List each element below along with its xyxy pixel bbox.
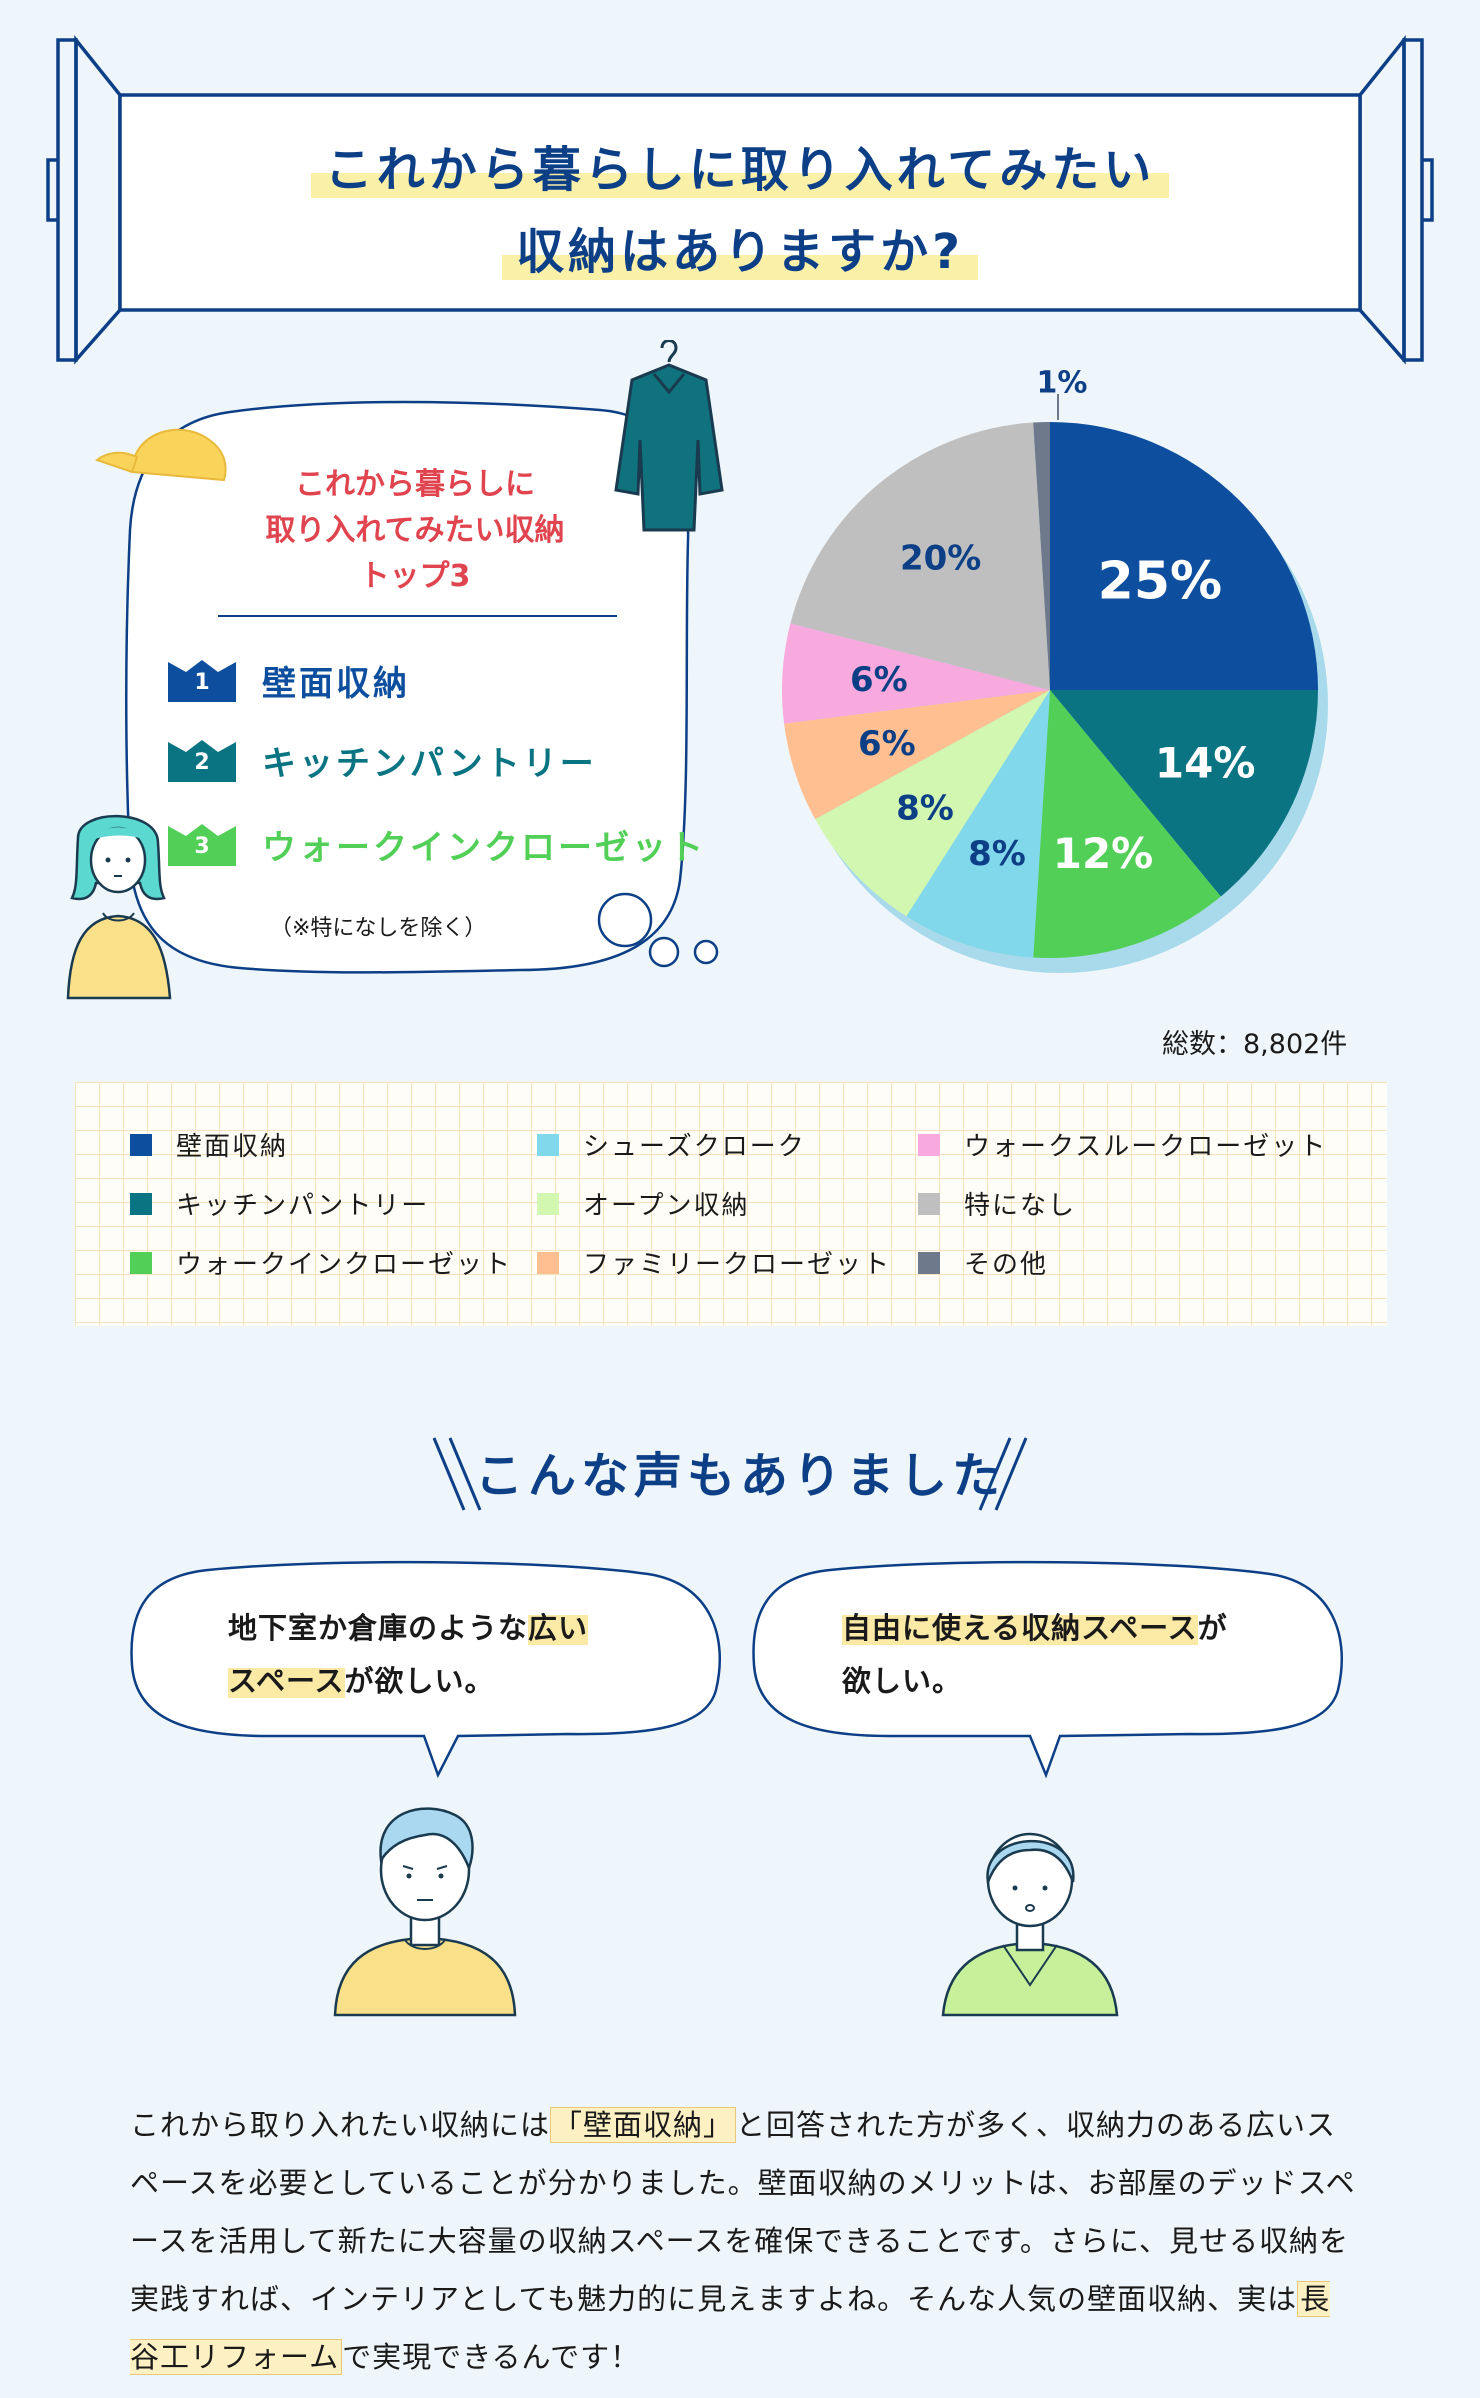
pie-slice	[1050, 422, 1318, 690]
top3-title-line2: 取り入れてみたい収納	[265, 513, 565, 548]
pie-data-label: 1%	[1037, 366, 1088, 401]
pie-slice	[1033, 422, 1050, 690]
legend-label: その他	[964, 1250, 1049, 1280]
woman-illustration-2	[941, 1832, 1119, 2017]
pie-data-label: 6%	[858, 724, 916, 764]
rank-3: 3 ウォークインクローゼット	[166, 820, 706, 869]
rank-1: 1 壁面収納	[166, 656, 410, 705]
top3-title-line3: トップ3	[359, 559, 471, 594]
crown-3-icon: 3	[166, 822, 238, 868]
top3-note: （※特になしを除く）	[270, 916, 487, 941]
legend-item: ウォークインクローゼット	[130, 1244, 512, 1281]
speech-left-text: 地下室か倉庫のような広い スペースが欲しい。	[228, 1611, 589, 1698]
legend-item: キッチンパントリー	[130, 1185, 429, 1222]
legend-swatch	[537, 1251, 559, 1274]
pie-slice	[1033, 690, 1221, 959]
pie-data-label: 8%	[968, 834, 1026, 874]
woman-illustration	[66, 814, 172, 1000]
legend-item: ウォークスルークローゼット	[918, 1126, 1327, 1163]
shirt-on-hanger-icon	[614, 340, 724, 532]
legend-swatch	[918, 1251, 940, 1274]
summary-paragraph: これから取り入れたい収納には 「壁面収納」 と回答された方が多く、収納力のある広いス…	[130, 2107, 1356, 2375]
pie-slice	[906, 690, 1050, 958]
page-title-line1: これから暮らしに取り入れてみたい	[0, 130, 1480, 200]
crown-2-icon: 2	[166, 738, 238, 784]
legend-label: ウォークインクローゼット	[176, 1250, 513, 1280]
legend-label: キッチンパントリー	[176, 1191, 430, 1221]
legend-swatch	[130, 1133, 152, 1156]
pie-slice	[784, 690, 1050, 820]
pie-data-label: 8%	[896, 788, 954, 828]
legend-label: ウォークスルークローゼット	[964, 1132, 1328, 1162]
pie-slice	[790, 422, 1050, 690]
legend-item: オープン収納	[537, 1185, 749, 1222]
legend-item: ファミリークローゼット	[537, 1244, 891, 1281]
rank-3-label: ウォークインクローゼット	[262, 828, 706, 868]
legend-label: ファミリークローゼット	[583, 1250, 892, 1280]
legend-item: 特になし	[918, 1185, 1076, 1222]
legend-swatch	[537, 1192, 559, 1215]
crown-1-icon: 1	[166, 658, 238, 704]
legend-swatch	[130, 1192, 152, 1215]
pie-slice	[815, 690, 1050, 917]
chart-total: 総数：8,802件	[1162, 1029, 1348, 1060]
legend-item: 壁面収納	[130, 1126, 288, 1163]
voices-title: こんな声もありました	[474, 1448, 1005, 1504]
legend-item: シューズクローク	[537, 1126, 806, 1163]
rank-2-label: キッチンパントリー	[262, 744, 597, 784]
legend-swatch	[918, 1192, 940, 1215]
voices-title-slashes	[432, 1437, 1028, 1511]
pie-data-label: 25%	[1098, 551, 1222, 611]
legend-label: オープン収納	[583, 1191, 750, 1221]
pie-slice	[1050, 690, 1318, 897]
pie-slice	[782, 623, 1050, 724]
legend-swatch	[130, 1251, 152, 1274]
legend-label: 壁面収納	[176, 1132, 289, 1162]
legend-item: その他	[918, 1244, 1048, 1281]
rank-2: 2 キッチンパントリー	[166, 736, 597, 785]
cap-icon	[94, 428, 227, 482]
pie-data-label: 20%	[900, 539, 981, 579]
pie-data-label: 12%	[1053, 829, 1154, 878]
legend-label: 特になし	[964, 1191, 1077, 1221]
legend-swatch	[918, 1133, 940, 1156]
legend-grid-background	[75, 1082, 1387, 1326]
pie-data-label: 6%	[850, 660, 908, 700]
top3-title-line1: これから暮らしに	[295, 467, 535, 502]
legend-label: シューズクローク	[583, 1132, 806, 1162]
man-illustration	[333, 1807, 517, 2017]
top3-thought-bubble	[125, 400, 719, 974]
speech-right-text: 自由に使える収納スペースが 欲しい。	[842, 1611, 1228, 1698]
legend-swatch	[537, 1133, 559, 1156]
pie-data-label: 14%	[1155, 739, 1256, 788]
rank-1-label: 壁面収納	[262, 664, 410, 704]
pie-chart: 25% 14%12% 8% 8% 6% 6% 20% 1%	[782, 366, 1328, 973]
page-title-line2: 収納はありますか?	[0, 212, 1480, 282]
